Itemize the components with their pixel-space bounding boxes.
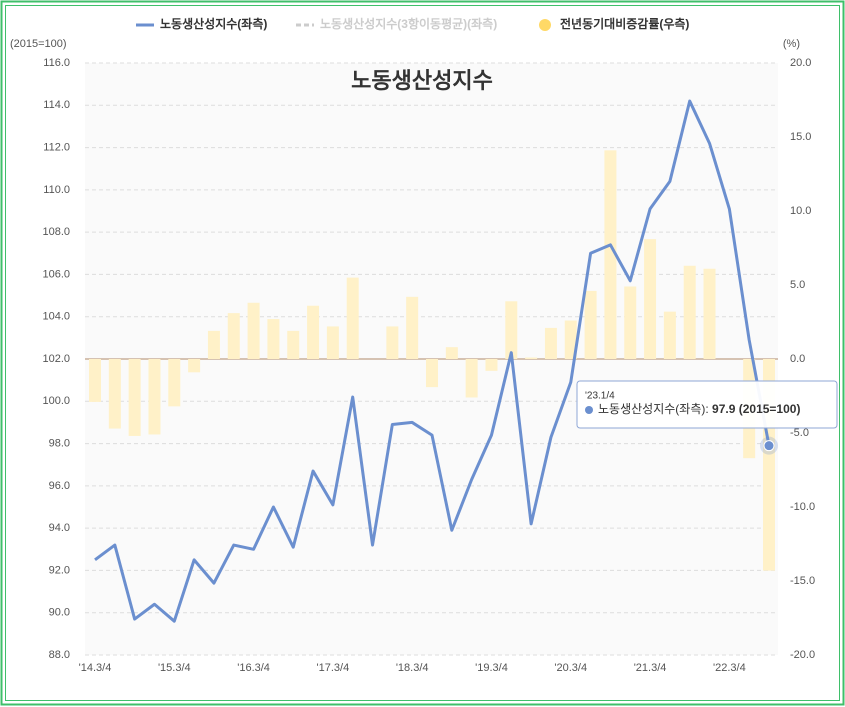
- legend-label: 노동생산성지수(좌측): [160, 16, 267, 31]
- bar: [227, 313, 240, 359]
- legend-label: 노동생산성지수(3항이동평균)(좌측): [320, 16, 497, 31]
- bar: [604, 150, 617, 359]
- y2-tick-label: -5.0: [790, 427, 809, 439]
- bar: [683, 265, 696, 359]
- y-tick-label: 116.0: [43, 57, 70, 69]
- y-tick-label: 104.0: [42, 311, 70, 323]
- bar: [287, 330, 300, 359]
- bar: [525, 357, 538, 359]
- y2-tick-label: 15.0: [790, 131, 811, 143]
- y-tick-label: 92.0: [49, 564, 70, 576]
- bar: [465, 359, 478, 398]
- bar: [188, 359, 201, 373]
- y-tick-label: 112.0: [43, 141, 70, 153]
- x-tick-label: '16.3/4: [237, 662, 270, 674]
- x-tick-label: '22.3/4: [713, 662, 746, 674]
- y-tick-label: 90.0: [49, 607, 70, 619]
- y2-tick-label: 5.0: [790, 279, 805, 291]
- bar: [485, 359, 498, 371]
- bar: [247, 302, 260, 359]
- tooltip-date: '23.1/4: [585, 391, 615, 402]
- y2-unit: (%): [783, 38, 800, 50]
- x-tick-label: '17.3/4: [317, 662, 350, 674]
- x-tick-label: '18.3/4: [396, 662, 429, 674]
- y-tick-label: 96.0: [49, 480, 70, 492]
- y2-tick-label: 0.0: [790, 353, 805, 365]
- tooltip-label: 노동생산성지수(좌측):: [598, 402, 709, 416]
- y-tick-label: 110.0: [43, 184, 70, 196]
- x-tick-label: '19.3/4: [475, 662, 508, 674]
- line: [94, 99, 771, 623]
- frame-inner: [5, 5, 840, 701]
- bar: [505, 301, 518, 359]
- y-tick-label: 108.0: [42, 226, 70, 238]
- tooltip-box: [576, 380, 838, 429]
- bar: [624, 286, 637, 359]
- bar: [267, 319, 280, 359]
- bar: [663, 311, 676, 359]
- highlight-point: [763, 440, 775, 452]
- y2-tick-label: -20.0: [790, 649, 815, 661]
- y2-tick-label: 10.0: [790, 205, 811, 217]
- y-tick-label: 114.0: [43, 99, 70, 111]
- x-tick-label: '20.3/4: [554, 662, 587, 674]
- y-tick-label: 100.0: [42, 395, 70, 407]
- bar: [703, 268, 716, 359]
- y-tick-label: 88.0: [49, 649, 70, 661]
- x-tick-label: '15.3/4: [158, 662, 191, 674]
- tooltip-dot: [585, 406, 593, 414]
- tooltip-value: 97.9 (2015=100): [712, 402, 800, 416]
- bar: [564, 320, 577, 359]
- bar: [544, 327, 557, 359]
- y-tick-label: 102.0: [42, 353, 70, 365]
- bar: [128, 359, 141, 436]
- bar: [108, 359, 121, 429]
- bar: [644, 239, 657, 359]
- bar: [406, 296, 419, 359]
- bar: [207, 330, 220, 359]
- bar: [326, 326, 339, 359]
- legend-label: 전년동기대비증감률(우측): [560, 16, 689, 31]
- bar: [445, 347, 458, 359]
- bar: [307, 305, 320, 359]
- bar: [426, 359, 438, 388]
- bar: [584, 290, 597, 359]
- x-tick-label: '14.3/4: [79, 662, 112, 674]
- y-tick-label: 94.0: [49, 522, 70, 534]
- tooltip-text: 노동생산성지수(좌측): 97.9 (2015=100): [598, 402, 800, 416]
- legend-marker: [539, 19, 551, 31]
- bar: [89, 359, 101, 402]
- bar: [168, 359, 181, 407]
- x-tick-label: '21.3/4: [634, 662, 667, 674]
- y2-tick-label: 20.0: [790, 57, 811, 69]
- y-tick-label: 98.0: [49, 437, 70, 449]
- y2-tick-label: -10.0: [790, 501, 815, 513]
- y-tick-label: 106.0: [42, 268, 70, 280]
- y2-tick-label: -15.0: [790, 575, 815, 587]
- bar: [346, 277, 359, 359]
- bar: [148, 359, 161, 435]
- bar: [386, 326, 399, 359]
- y-unit: (2015=100): [10, 38, 67, 50]
- chart-title: 노동생산성지수: [351, 68, 493, 93]
